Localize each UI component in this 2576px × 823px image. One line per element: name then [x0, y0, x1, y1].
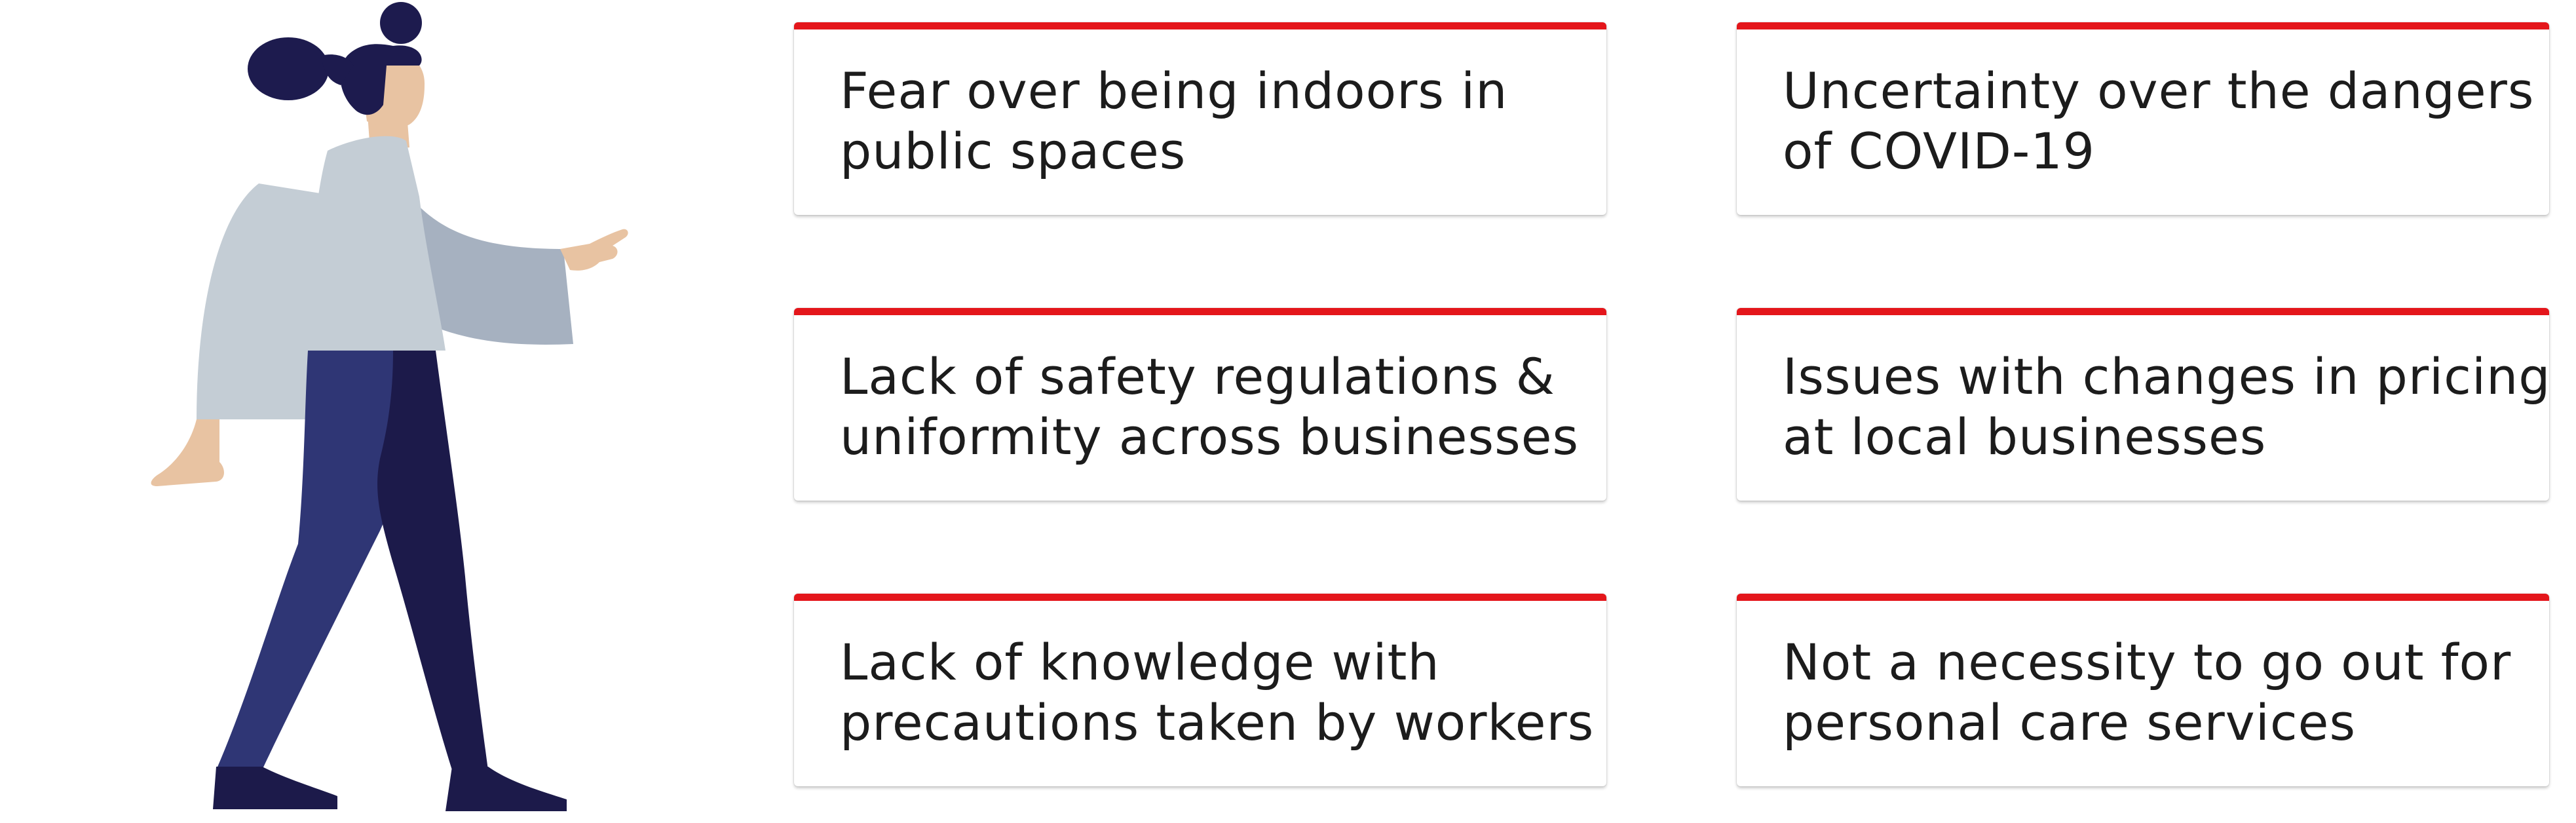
ponytail-connector-shape: [321, 54, 354, 85]
pants-back-shape: [377, 351, 488, 770]
card-text-line: Uncertainty over the dangers: [1783, 62, 2535, 120]
card-text-line: personal care services: [1783, 693, 2357, 752]
card-text-line: precautions taken by workers: [840, 693, 1595, 752]
shirt-torso-shape: [308, 136, 445, 351]
hair-shape: [340, 44, 422, 115]
card-text: Uncertainty over the dangers of COVID-19: [1783, 61, 2535, 182]
front-shoe-shape: [213, 767, 337, 809]
shirt-back-shape: [197, 183, 341, 419]
card-text-line: Not a necessity to go out for: [1783, 633, 2512, 691]
card-text-line: at local businesses: [1783, 408, 2267, 466]
card-text-line: uniformity across businesses: [840, 408, 1580, 466]
concern-card-indoors: Fear over being indoors in public spaces: [794, 22, 1606, 215]
card-text-line: Lack of safety regulations &: [840, 347, 1555, 406]
card-text-line: public spaces: [840, 122, 1186, 180]
card-text-line: Issues with changes in pricing: [1783, 347, 2551, 406]
back-hand-shape: [151, 419, 224, 486]
card-text-line: of COVID-19: [1783, 122, 2096, 180]
person-icon: [151, 2, 628, 811]
card-text: Issues with changes in pricing at local …: [1783, 347, 2551, 467]
card-text: Fear over being indoors in public spaces: [840, 61, 1580, 182]
card-text: Not a necessity to go out for personal c…: [1783, 632, 2523, 753]
hair-bun-shape: [380, 2, 422, 44]
pointing-hand-shape: [560, 229, 628, 271]
walking-woman-illustration: [0, 0, 721, 823]
card-text: Lack of knowledge with precautions taken…: [840, 632, 1595, 753]
back-shoe-shape: [445, 767, 567, 811]
concern-card-worker-precautions: Lack of knowledge with precautions taken…: [794, 594, 1606, 786]
ponytail-shape: [248, 37, 329, 100]
concern-card-safety-regulations: Lack of safety regulations & uniformity …: [794, 308, 1606, 501]
concern-card-not-necessity: Not a necessity to go out for personal c…: [1737, 594, 2549, 786]
card-text-line: Fear over being indoors in: [840, 62, 1508, 120]
concern-card-pricing-changes: Issues with changes in pricing at local …: [1737, 308, 2551, 501]
card-text: Lack of safety regulations & uniformity …: [840, 347, 1580, 467]
concern-card-covid-uncertainty: Uncertainty over the dangers of COVID-19: [1737, 22, 2549, 215]
card-text-line: Lack of knowledge with: [840, 633, 1440, 691]
